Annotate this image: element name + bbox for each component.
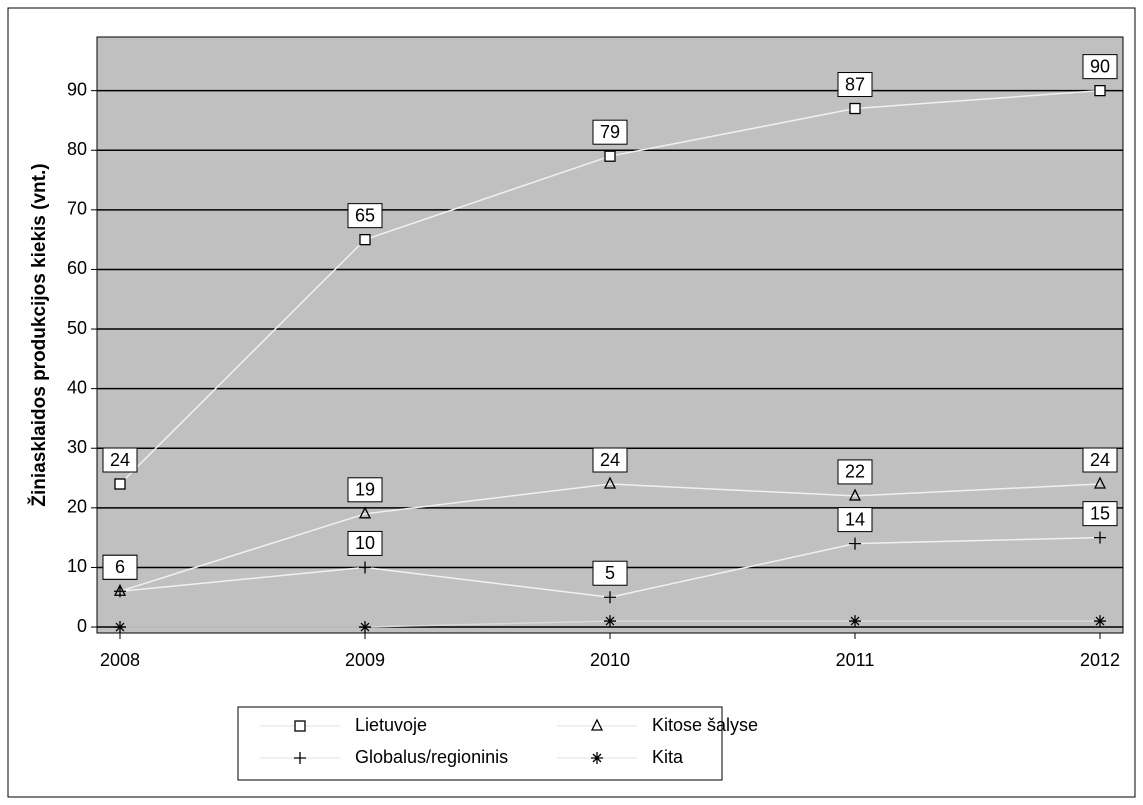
legend-marker xyxy=(590,718,604,731)
marker xyxy=(359,561,371,574)
data-label-box xyxy=(1082,501,1118,527)
legend-label: Lietuvoje xyxy=(355,715,427,735)
marker xyxy=(1093,476,1107,489)
data-label-box xyxy=(102,554,138,580)
x-tick-label: 2010 xyxy=(590,650,630,670)
data-label-box xyxy=(837,72,873,98)
y-tick-label: 80 xyxy=(67,139,87,159)
data-label-box xyxy=(347,530,383,556)
marker xyxy=(114,585,126,598)
y-tick-label: 30 xyxy=(67,437,87,457)
y-tick-label: 40 xyxy=(67,377,87,397)
marker xyxy=(358,506,372,519)
data-label: 14 xyxy=(845,509,865,529)
data-label: 79 xyxy=(600,122,620,142)
data-label: 19 xyxy=(355,480,375,500)
data-label: 24 xyxy=(110,450,130,470)
data-label: 87 xyxy=(845,74,865,94)
marker xyxy=(849,537,861,550)
data-label-box xyxy=(592,119,628,145)
y-tick-label: 20 xyxy=(67,497,87,517)
x-tick-label: 2009 xyxy=(345,650,385,670)
data-label: 65 xyxy=(355,205,375,225)
data-label: 6 xyxy=(115,557,125,577)
series-line xyxy=(119,483,1101,592)
marker xyxy=(1094,531,1106,544)
legend-label: Kita xyxy=(652,747,684,767)
marker xyxy=(114,621,126,634)
data-label-box xyxy=(102,447,138,473)
data-label-box xyxy=(347,203,383,229)
marker xyxy=(603,476,617,489)
y-tick-label: 0 xyxy=(77,616,87,636)
data-label-box xyxy=(837,507,873,533)
legend xyxy=(237,706,723,781)
y-axis-label: Žiniasklaidos produkcijos kiekis (vnt.) xyxy=(28,163,50,506)
marker xyxy=(359,621,371,634)
data-label: 22 xyxy=(845,462,865,482)
legend-label: Kitose šalyse xyxy=(652,715,758,735)
marker xyxy=(114,478,126,490)
legend-label: Globalus/regioninis xyxy=(355,747,508,767)
marker xyxy=(849,102,861,115)
y-tick-label: 60 xyxy=(67,258,87,278)
data-label: 5 xyxy=(605,563,615,583)
data-label-box xyxy=(837,459,873,485)
data-label-box xyxy=(347,477,383,503)
y-tick-label: 10 xyxy=(67,556,87,576)
y-tick-label: 70 xyxy=(67,199,87,219)
legend-marker xyxy=(294,720,306,732)
marker xyxy=(849,615,861,628)
marker xyxy=(359,233,371,246)
data-label-box xyxy=(592,560,628,586)
y-tick-label: 50 xyxy=(67,318,87,338)
data-label: 90 xyxy=(1090,56,1110,76)
data-label-box xyxy=(592,447,628,473)
marker xyxy=(604,615,616,628)
marker xyxy=(848,488,862,501)
marker xyxy=(1094,84,1106,97)
marker xyxy=(604,150,616,162)
x-tick-label: 2012 xyxy=(1080,650,1120,670)
data-label: 24 xyxy=(1090,450,1110,470)
data-label: 10 xyxy=(355,533,375,553)
data-label: 24 xyxy=(600,450,620,470)
x-tick-label: 2008 xyxy=(100,650,140,670)
data-label-box xyxy=(1082,447,1118,473)
y-tick-label: 90 xyxy=(67,79,87,99)
data-label: 15 xyxy=(1090,503,1110,523)
marker xyxy=(1094,615,1106,628)
x-tick-label: 2011 xyxy=(836,650,875,670)
legend-marker xyxy=(591,752,603,764)
legend-marker xyxy=(294,752,306,764)
marker xyxy=(604,591,616,604)
data-label-box xyxy=(1082,54,1118,80)
